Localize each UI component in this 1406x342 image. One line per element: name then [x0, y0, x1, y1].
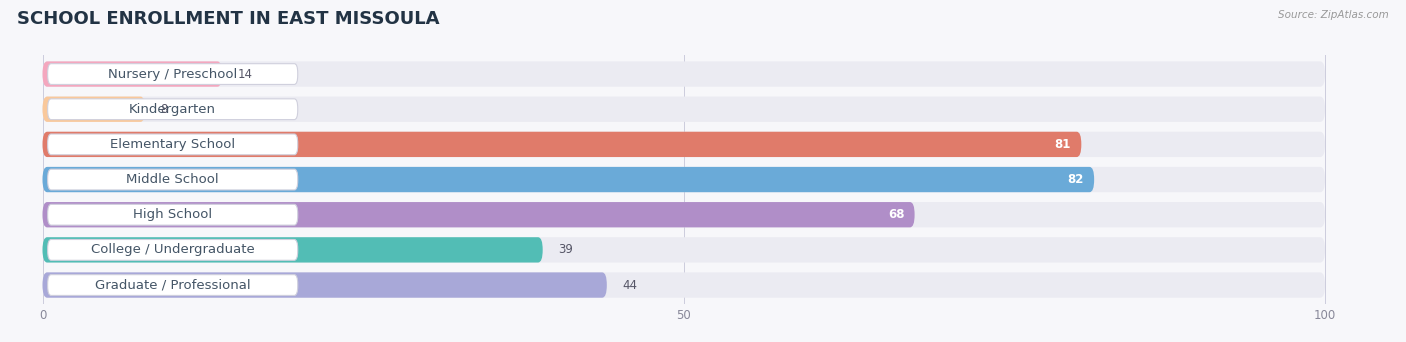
- FancyBboxPatch shape: [42, 202, 915, 227]
- FancyBboxPatch shape: [42, 167, 1324, 192]
- FancyBboxPatch shape: [42, 272, 1324, 298]
- Text: 14: 14: [238, 68, 253, 81]
- FancyBboxPatch shape: [42, 237, 543, 263]
- FancyBboxPatch shape: [42, 202, 1324, 227]
- Text: 82: 82: [1067, 173, 1084, 186]
- FancyBboxPatch shape: [48, 239, 298, 260]
- FancyBboxPatch shape: [42, 237, 1324, 263]
- Text: 81: 81: [1054, 138, 1071, 151]
- Text: 8: 8: [160, 103, 167, 116]
- Text: 68: 68: [887, 208, 904, 221]
- Text: Nursery / Preschool: Nursery / Preschool: [108, 68, 238, 81]
- FancyBboxPatch shape: [42, 272, 607, 298]
- Text: High School: High School: [134, 208, 212, 221]
- FancyBboxPatch shape: [42, 62, 222, 87]
- Text: Kindergarten: Kindergarten: [129, 103, 217, 116]
- FancyBboxPatch shape: [48, 99, 298, 120]
- Text: College / Undergraduate: College / Undergraduate: [91, 244, 254, 256]
- Text: Source: ZipAtlas.com: Source: ZipAtlas.com: [1278, 10, 1389, 20]
- FancyBboxPatch shape: [48, 64, 298, 84]
- Text: Middle School: Middle School: [127, 173, 219, 186]
- FancyBboxPatch shape: [48, 275, 298, 295]
- FancyBboxPatch shape: [48, 134, 298, 155]
- FancyBboxPatch shape: [42, 132, 1081, 157]
- FancyBboxPatch shape: [48, 204, 298, 225]
- FancyBboxPatch shape: [42, 96, 1324, 122]
- FancyBboxPatch shape: [48, 169, 298, 190]
- Text: SCHOOL ENROLLMENT IN EAST MISSOULA: SCHOOL ENROLLMENT IN EAST MISSOULA: [17, 10, 439, 28]
- FancyBboxPatch shape: [42, 62, 1324, 87]
- Text: Graduate / Professional: Graduate / Professional: [94, 278, 250, 291]
- FancyBboxPatch shape: [42, 132, 1324, 157]
- FancyBboxPatch shape: [42, 167, 1094, 192]
- Text: Elementary School: Elementary School: [110, 138, 235, 151]
- Text: 44: 44: [623, 278, 637, 291]
- FancyBboxPatch shape: [42, 96, 145, 122]
- Text: 39: 39: [558, 244, 574, 256]
